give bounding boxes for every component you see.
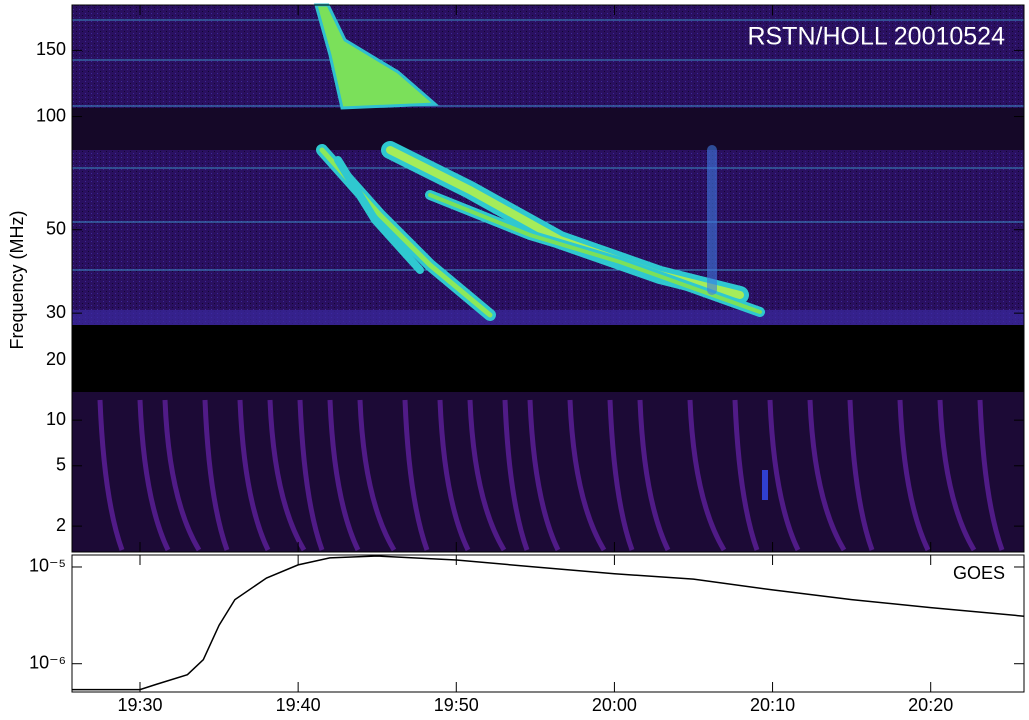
burst-streak — [237, 399, 271, 552]
burst-streak — [202, 399, 230, 551]
burst-streak — [807, 399, 847, 552]
burst-streak — [527, 399, 561, 552]
burst-streak — [467, 399, 507, 552]
y-tick-label: 150 — [36, 39, 66, 59]
y-tick-label: 10 — [46, 409, 66, 429]
burst-streak — [732, 399, 760, 551]
y-tick-label: 5 — [56, 455, 66, 475]
burst-streak — [297, 399, 325, 551]
burst-streak — [357, 399, 397, 552]
burst-streak — [607, 399, 635, 551]
burst-streak — [767, 399, 801, 552]
burst-streak — [97, 399, 125, 551]
y-tick-label: 10⁻⁵ — [29, 556, 66, 576]
burst-streak — [162, 399, 202, 552]
spectrogram-image — [72, 3, 1024, 552]
x-tick-label: 20:10 — [750, 695, 795, 715]
annotation: GOES — [953, 563, 1005, 583]
goes-frame — [71, 554, 1025, 693]
y-tick-label: 100 — [36, 105, 66, 125]
burst-streak — [847, 399, 875, 551]
burst-streak — [937, 399, 977, 552]
chart-title: RSTN/HOLL 20010524 — [747, 23, 1005, 51]
goes-flux-line — [72, 555, 1025, 691]
y-tick-label: 2 — [56, 515, 66, 535]
x-tick-label: 20:20 — [908, 695, 953, 715]
burst-streak — [267, 399, 307, 552]
x-tick-label: 19:40 — [276, 695, 321, 715]
burst-streak — [687, 399, 727, 552]
y-tick-label: 30 — [46, 302, 66, 322]
burst-streak — [977, 399, 1005, 551]
burst-streak — [437, 399, 471, 552]
spectrogram-frame — [71, 4, 1025, 553]
burst-streak — [502, 399, 530, 551]
burst-streak — [637, 399, 671, 552]
x-tick-label: 19:30 — [117, 695, 162, 715]
burst-streak — [327, 399, 361, 552]
burst-streak — [402, 399, 430, 551]
burst-streak — [137, 399, 171, 552]
x-tick-label: 20:00 — [592, 695, 637, 715]
y-tick-label: 20 — [46, 349, 66, 369]
y-tick-label: 50 — [46, 218, 66, 238]
burst-streak — [897, 399, 931, 552]
y-axis-label: Frequency (MHz) — [7, 210, 27, 349]
burst-streak — [567, 399, 607, 552]
y-tick-label: 10⁻⁶ — [29, 652, 66, 672]
x-tick-label: 19:50 — [434, 695, 479, 715]
